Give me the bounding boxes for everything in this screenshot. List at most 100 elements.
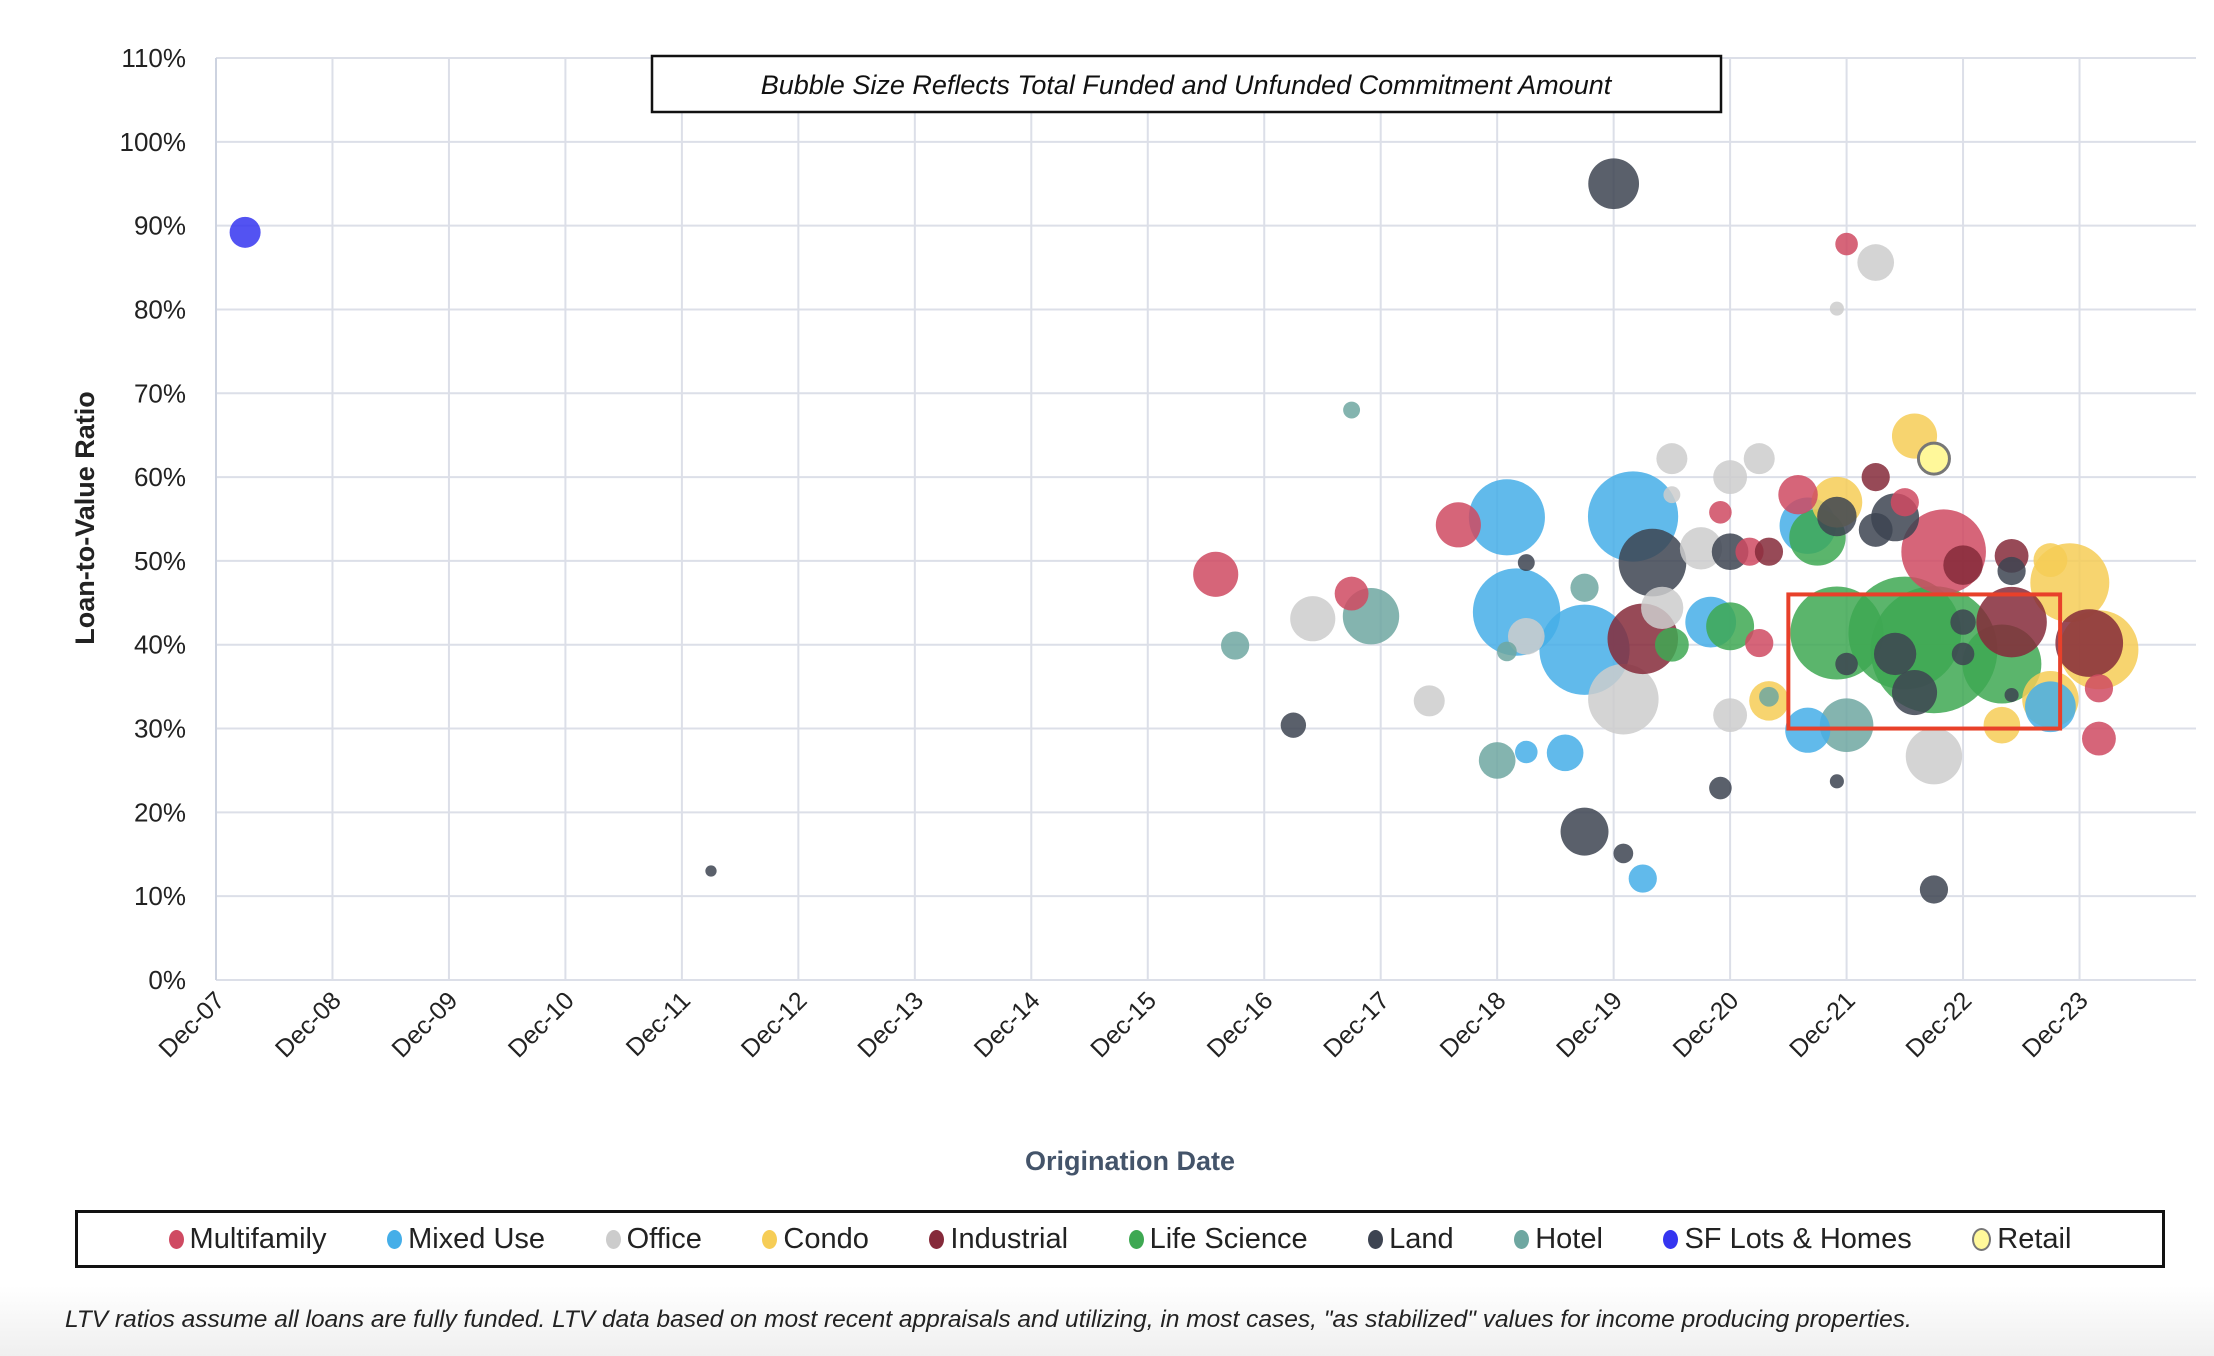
x-tick-label: Dec-22 (1901, 986, 1978, 1063)
bubble-multifamily (1835, 232, 1858, 256)
x-tick-label: Dec-12 (736, 986, 813, 1063)
legend-marker-icon (762, 1229, 778, 1249)
legend-item-mixed-use: Mixed Use (387, 1223, 545, 1256)
bubble-multifamily (1745, 628, 1774, 658)
background-fade (0, 1286, 2214, 1356)
legend-label: Land (1389, 1222, 1454, 1255)
x-tick-label: Dec-23 (2017, 986, 2094, 1063)
bubble-land (1997, 556, 2026, 586)
bubble-land (1919, 875, 1949, 904)
bubble-land (2004, 687, 2019, 703)
bubble-mixed-use (2025, 681, 2076, 733)
legend-marker-icon (1514, 1229, 1530, 1249)
bubble-office (1656, 443, 1688, 475)
bubble-hotel (1343, 401, 1361, 419)
legend: Multifamily Mixed Use Office Condo Industria… (75, 1210, 2165, 1268)
bubble-mixed-use (1515, 740, 1538, 764)
bubble-multifamily (1890, 488, 1919, 517)
bubble-industrial (1943, 545, 1983, 585)
x-tick-label: Dec-10 (503, 986, 580, 1063)
bubble-land (1891, 669, 1938, 716)
bubble-land (1280, 712, 1307, 738)
bubble-multifamily (2082, 721, 2116, 756)
bubble-multifamily (1435, 502, 1481, 548)
y-tick-label: 110% (121, 43, 186, 73)
bubble-office (1857, 244, 1895, 281)
x-tick-label: Dec-11 (621, 986, 696, 1061)
y-tick-label: 60% (134, 462, 186, 492)
y-axis-ticks: 0% 10% 20% 30% 40% 50% 60% 70% 80% 90% 100% 110% (120, 43, 187, 995)
bubble-office (1290, 596, 1336, 642)
legend-item-retail: Retail (1972, 1223, 2071, 1256)
bubble-life-science (1790, 586, 1884, 680)
bubble-multifamily (1193, 551, 1239, 597)
x-tick-label: Dec-16 (1202, 986, 1279, 1063)
bubble-hotel (1759, 686, 1779, 707)
annotation-text: Bubble Size Reflects Total Funded and Un… (761, 70, 1613, 100)
bubble-office (1713, 698, 1748, 733)
bubble-life-science (1654, 627, 1689, 662)
legend-label: Office (626, 1222, 702, 1255)
legend-marker-icon (1368, 1229, 1384, 1249)
legend-marker-icon (387, 1229, 403, 1249)
legend-label: Mixed Use (408, 1222, 546, 1255)
x-tick-label: Dec-14 (969, 986, 1046, 1063)
bubble-land (1950, 609, 1976, 635)
bubble-hotel (1221, 631, 1250, 660)
bubble-office (1743, 443, 1775, 475)
bubble-multifamily (2084, 674, 2114, 703)
bubble-industrial (2055, 609, 2124, 677)
bubble-condo (1983, 706, 2021, 744)
y-tick-label: 50% (134, 546, 186, 576)
bubble-hotel (1570, 573, 1599, 602)
bubble-land (1951, 642, 1975, 666)
bubble-office (1713, 460, 1748, 495)
x-tick-label: Dec-20 (1668, 986, 1745, 1063)
legend-item-industrial: Industrial (929, 1223, 1068, 1256)
bubble-land (1709, 776, 1732, 800)
bubble-land (1858, 512, 1893, 547)
bubble-life-science (1706, 602, 1755, 651)
y-axis-title: Loan-to-Value Ratio (70, 391, 100, 645)
legend-item-condo: Condo (762, 1222, 869, 1256)
legend-marker-icon (1128, 1229, 1144, 1249)
bubble-industrial (1861, 462, 1890, 492)
y-tick-label: 90% (134, 211, 186, 241)
bubble-land (1588, 158, 1640, 210)
legend-label: Retail (1997, 1222, 2072, 1255)
x-tick-label: Dec-07 (153, 986, 230, 1063)
y-tick-label: 20% (134, 797, 186, 827)
x-tick-label: Dec-21 (1784, 986, 1861, 1063)
bubble-office (1905, 728, 1963, 785)
bubble-office (1413, 685, 1445, 717)
bubble-office (1588, 663, 1659, 735)
bubble-sf-lots-homes (229, 216, 261, 248)
y-tick-label: 100% (120, 127, 187, 157)
x-tick-label: Dec-09 (386, 986, 463, 1063)
bubble-retail (1916, 441, 1951, 476)
bubble-industrial (1976, 586, 2047, 658)
bubble-land (1873, 632, 1917, 676)
legend-marker-icon (605, 1229, 621, 1249)
legend-label: Condo (783, 1222, 869, 1255)
bubble-office (1829, 301, 1844, 316)
legend-label: Life Science (1149, 1222, 1308, 1255)
bubble-land (1517, 554, 1535, 572)
annotation-box: Bubble Size Reflects Total Funded and Un… (650, 54, 1723, 114)
bubble-industrial (1754, 537, 1784, 566)
gridlines (215, 57, 2196, 981)
bubble-condo (2033, 543, 2068, 577)
bubble-hotel (1478, 742, 1516, 779)
bubble-land (1613, 843, 1634, 864)
bubble-hotel (1819, 698, 1874, 752)
legend-label: Industrial (950, 1222, 1069, 1255)
legend-marker-icon (1663, 1229, 1679, 1249)
x-tick-label: Dec-18 (1435, 986, 1512, 1063)
footnote: LTV ratios assume all loans are fully fu… (65, 1306, 1912, 1333)
x-tick-label: Dec-17 (1318, 986, 1395, 1063)
bubble-mixed-use (1546, 734, 1584, 772)
bubble-land (1618, 528, 1687, 597)
legend-item-office: Office (605, 1222, 702, 1256)
legend-item-hotel: Hotel (1514, 1223, 1603, 1256)
